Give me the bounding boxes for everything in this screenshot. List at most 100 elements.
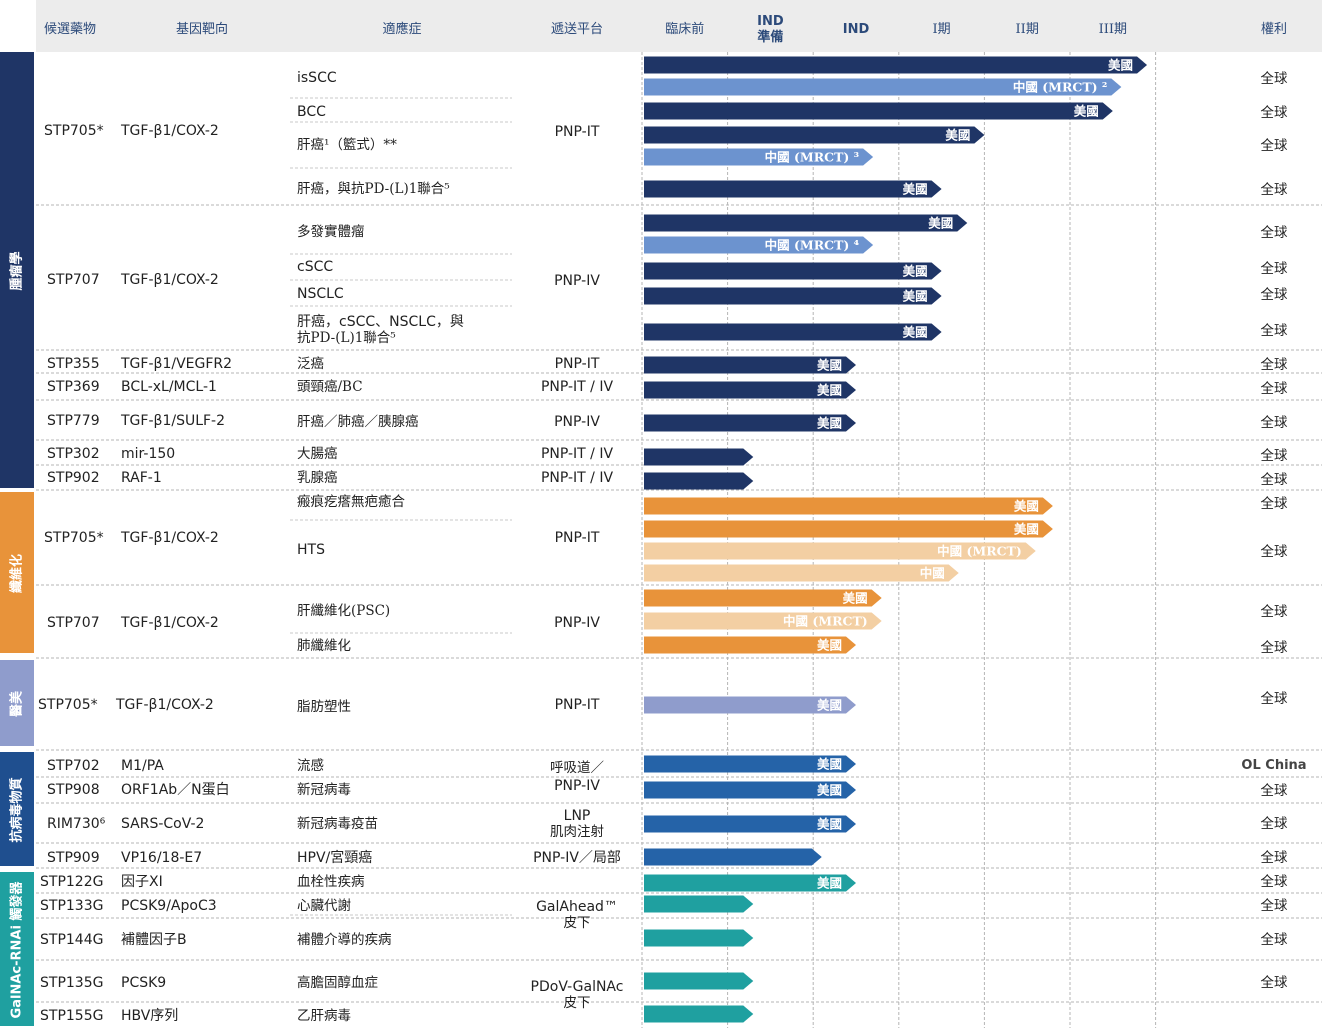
drug-name: STP705* xyxy=(44,123,104,139)
header-stage: 臨床前 xyxy=(665,21,704,37)
drug-name: STP902 xyxy=(47,470,100,486)
indication: HTS xyxy=(297,542,325,558)
gene-target: TGF-β1/VEGFR2 xyxy=(120,356,232,372)
drug-name: STP155G xyxy=(40,1008,103,1024)
indication: 多發實體瘤 xyxy=(297,223,365,240)
indication: 脂肪塑性 xyxy=(297,699,351,715)
bar-label: 美國 xyxy=(903,289,928,304)
rights-value: 全球 xyxy=(1261,897,1289,914)
indication: 肝纖維化(PSC) xyxy=(297,603,390,619)
delivery-platform: PDoV-GalNAc xyxy=(531,979,624,995)
header-band xyxy=(0,0,1322,52)
gene-target: TGF-β1/COX-2 xyxy=(115,697,214,713)
rights-value: 全球 xyxy=(1261,260,1289,277)
drug-name: STP779 xyxy=(47,413,100,429)
indication: 心臟代謝 xyxy=(297,898,351,914)
delivery-platform: PNP-IT / IV xyxy=(541,470,614,486)
rights-value: 全球 xyxy=(1261,873,1289,890)
indication: 新冠病毒疫苗 xyxy=(297,816,378,832)
drug-name: STP122G xyxy=(40,874,103,890)
stage-bar xyxy=(644,542,1036,560)
drug-name: STP302 xyxy=(47,446,100,462)
delivery-platform: PNP-IV xyxy=(554,615,600,631)
stage-bar xyxy=(644,287,942,305)
drug-name: STP705* xyxy=(38,697,98,713)
rights-value: OL China xyxy=(1241,758,1306,773)
header-stage: II期 xyxy=(1016,22,1039,37)
delivery-platform: PNP-IV xyxy=(554,273,600,289)
gene-target: 補體因子B xyxy=(121,932,187,948)
stage-bar xyxy=(644,262,942,280)
stage-bar xyxy=(644,1005,754,1023)
indication: isSCC xyxy=(297,70,337,86)
rights-value: 全球 xyxy=(1261,447,1289,464)
gene-target: SARS-CoV-2 xyxy=(121,816,204,832)
rights-value: 全球 xyxy=(1261,414,1289,431)
rights-value: 全球 xyxy=(1261,543,1289,560)
delivery-platform: PNP-IV xyxy=(554,778,600,794)
gene-target: HBV序列 xyxy=(121,1008,178,1024)
stage-bar xyxy=(644,520,1053,538)
drug-name: STP707 xyxy=(47,615,100,631)
indication: 流感 xyxy=(297,757,324,774)
indication: 乳腺癌 xyxy=(297,470,338,486)
bar-label: 美國 xyxy=(903,264,928,279)
delivery-platform: PNP-IT xyxy=(555,530,600,546)
rights-value: 全球 xyxy=(1261,224,1289,241)
indication: 肝癌，與抗PD-(L)1聯合⁵ xyxy=(297,181,450,197)
stage-bar xyxy=(644,214,968,232)
header-target: 基因靶向 xyxy=(176,21,228,37)
bar-label: 美國 xyxy=(1014,522,1039,537)
bar-label: 美國 xyxy=(843,591,868,606)
stage-bar xyxy=(644,589,882,607)
delivery-platform: 皮下 xyxy=(564,915,591,931)
header-stage: I期 xyxy=(933,22,951,37)
category-band xyxy=(0,872,34,1026)
bar-label: 美國 xyxy=(817,876,842,891)
rights-value: 全球 xyxy=(1261,603,1289,620)
indication: 頭頸癌/BC xyxy=(297,379,363,395)
indication: 血栓性疾病 xyxy=(297,874,365,890)
header-rights: 權利 xyxy=(1261,22,1287,37)
stage-bar xyxy=(644,126,985,144)
delivery-platform: PNP-IV xyxy=(554,414,600,430)
delivery-platform: PNP-IV／局部 xyxy=(533,850,621,866)
indication: 肝癌¹（籃式）** xyxy=(297,137,397,153)
category-label: 抗病毒物質 xyxy=(9,777,25,842)
bar-label: 中國 (MRCT) ³ xyxy=(765,150,859,165)
rights-value: 全球 xyxy=(1261,181,1289,198)
gene-target: 因子XI xyxy=(121,874,163,890)
bar-label: 美國 xyxy=(903,325,928,340)
delivery-platform: 肌肉注射 xyxy=(550,824,604,840)
category-band xyxy=(0,752,34,866)
drug-name: STP369 xyxy=(47,379,100,395)
gene-target: ORF1Ab／N蛋白 xyxy=(121,782,230,798)
stage-bar xyxy=(644,78,1122,96)
rights-value: 全球 xyxy=(1261,104,1289,121)
stage-bar xyxy=(644,972,754,990)
stage-bar xyxy=(644,895,754,913)
header-stage: IND xyxy=(843,22,870,37)
rights-value: 全球 xyxy=(1261,639,1289,656)
category-band xyxy=(0,52,34,488)
delivery-platform: PNP-IT / IV xyxy=(541,379,614,395)
indication: 抗PD-(L)1聯合⁵ xyxy=(297,330,396,346)
stage-bar xyxy=(644,356,856,374)
gene-target: TGF-β1/COX-2 xyxy=(120,272,219,288)
stage-bar xyxy=(644,180,942,198)
bar-label: 美國 xyxy=(945,128,970,143)
stage-bar xyxy=(644,148,874,166)
stage-bar xyxy=(644,815,856,833)
delivery-platform: 呼吸道／ xyxy=(550,760,604,776)
drug-name: STP705* xyxy=(44,530,104,546)
header-stage: III期 xyxy=(1099,22,1127,37)
indication: 肺纖維化 xyxy=(297,638,351,654)
stage-bar xyxy=(644,612,882,630)
stage-bar xyxy=(644,414,856,432)
bar-label: 中國 xyxy=(920,566,945,581)
bar-label: 美國 xyxy=(1014,499,1039,514)
